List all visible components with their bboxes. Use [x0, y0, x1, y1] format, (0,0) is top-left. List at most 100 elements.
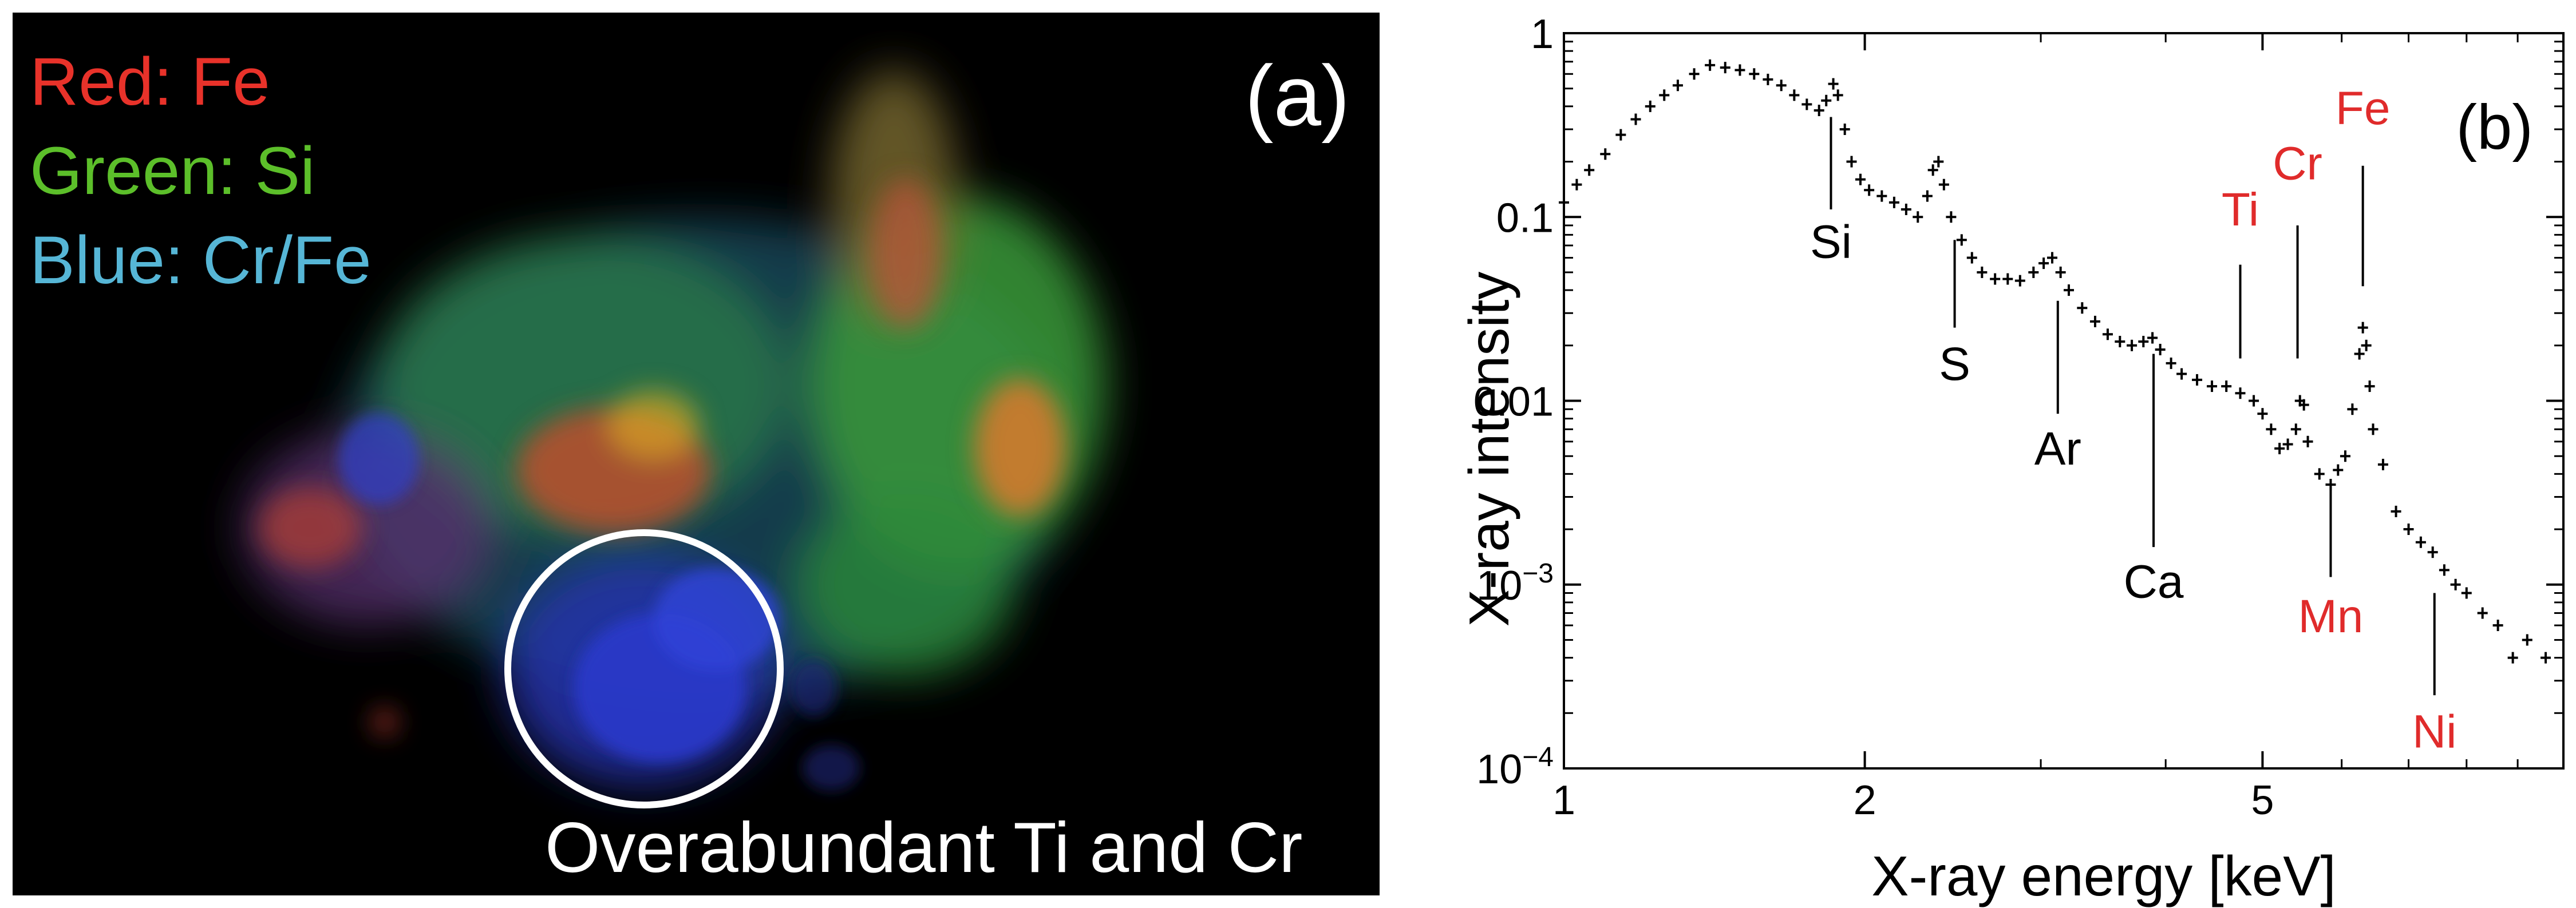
spectrum-point — [2347, 403, 2358, 415]
cr-fe-emission — [339, 413, 860, 791]
spectrum-point — [2176, 368, 2187, 380]
spectrum-point — [1876, 190, 1887, 202]
spectrum-point — [2439, 564, 2449, 576]
spectrum-point — [1776, 80, 1787, 92]
x-tick-label: 5 — [2251, 778, 2274, 823]
spectrum-point — [1645, 100, 1656, 112]
spectrum-point — [2354, 348, 2365, 360]
fe-emission — [259, 179, 1066, 735]
x-axis-title: X-ray energy [keV] — [1871, 844, 2336, 907]
spectrum-point — [1933, 156, 1944, 168]
spectrum-point — [1672, 80, 1683, 92]
spectrum-point — [2403, 524, 2414, 536]
spectrum-point — [1584, 164, 1595, 176]
line-label: Ti — [2222, 184, 2259, 236]
panel-label-a: (a) — [1244, 47, 1350, 144]
spectrum-point — [1814, 104, 1824, 116]
spectrum-point — [2055, 266, 2066, 278]
spectrum-point — [2077, 302, 2088, 314]
spectrum-point — [1763, 73, 1773, 85]
spectrum-point — [2368, 423, 2379, 435]
spectrum-point — [1922, 190, 1933, 202]
spectrum-point — [2361, 339, 2372, 351]
spectrum-point — [2541, 652, 2551, 664]
spectrum-point — [2155, 343, 2166, 355]
spectrum-point — [2266, 423, 2277, 435]
spectrum-point — [2147, 332, 2158, 344]
spectrum-point — [2314, 468, 2325, 480]
spectrum-point — [2333, 464, 2344, 476]
spectrum-chart: 1 0.1 0.01 10−3 10−4 1 2 5 Si S Ar Ca Ti Cr Fe Mn Ni (… — [1457, 11, 2565, 907]
line-label: S — [1939, 338, 1970, 390]
spectrum-point — [1630, 113, 1641, 125]
spectrum-point — [1705, 59, 1716, 71]
spectrum-point — [2221, 380, 2232, 392]
spectrum-point — [1749, 68, 1760, 80]
spectrum-point — [2415, 536, 2426, 548]
spectrum-point — [1977, 266, 1988, 278]
line-label: Mn — [2298, 590, 2363, 643]
spectrum-point — [1615, 129, 1626, 141]
spectrum-point — [1946, 211, 1957, 223]
spectrum-point — [2047, 252, 2058, 264]
plot-area-frame — [1563, 32, 2565, 770]
spectrum-point — [2290, 423, 2301, 435]
y-tick-label: 1 — [1531, 11, 1554, 57]
spectrum-point — [2249, 395, 2259, 407]
spectrum-point — [2235, 387, 2246, 399]
spectrum-point — [1913, 211, 1923, 223]
line-label: Ni — [2412, 705, 2456, 758]
spectrum-point — [2038, 257, 2049, 269]
spectrum-point — [2522, 634, 2532, 646]
spectrum-point — [2340, 450, 2350, 462]
spectrum-point — [2427, 546, 2438, 558]
legend-si: Green: Si — [30, 133, 315, 209]
legend-cr-fe: Blue: Cr/Fe — [30, 223, 372, 298]
spectrum-point — [1901, 203, 1911, 215]
xray-image-panel: Red: Fe Green: Si Blue: Cr/Fe (a) Overab… — [13, 13, 1380, 895]
spectrum-point — [1801, 98, 1812, 110]
spectrum-point — [2391, 505, 2401, 517]
line-label: Cr — [2273, 138, 2322, 190]
xray-color-image — [242, 70, 1106, 808]
spectrum-point — [2115, 335, 2125, 347]
spectrum-point — [2357, 322, 2368, 334]
y-tick-label: 0.1 — [1496, 195, 1554, 241]
spectrum-point — [1571, 179, 1582, 191]
spectrum-point — [1938, 179, 1949, 191]
spectrum-point — [1990, 273, 2001, 285]
spectrum-point — [2282, 438, 2293, 450]
spectrum-point — [1839, 123, 1850, 135]
spectrum-point — [1735, 64, 1745, 76]
line-label: Ca — [2124, 556, 2184, 608]
spectrum-point — [2274, 442, 2285, 454]
line-label: Ar — [2034, 423, 2081, 475]
spectrum-point — [1956, 234, 1967, 246]
spectrum-point — [2507, 652, 2518, 664]
spectrum-point — [1600, 148, 1611, 160]
spectrum-point — [1659, 89, 1670, 101]
overabundance-region-circle — [504, 529, 784, 808]
spectrum-point — [2377, 458, 2388, 470]
spectrum-point — [2166, 357, 2176, 369]
x-tick-label: 2 — [1854, 778, 1876, 823]
spectrum-point — [1927, 164, 1938, 176]
spectrum-point — [2257, 408, 2268, 420]
spectrum-point — [1846, 156, 1857, 168]
spectrum-point — [1720, 62, 1730, 74]
spectrum-point — [2207, 380, 2218, 392]
y-axis-title: X-ray intensity — [1457, 272, 1520, 627]
line-label: Fe — [2336, 82, 2391, 134]
region-caption: Overabundant Ti and Cr — [545, 808, 1303, 887]
spectrum-point — [1864, 184, 1875, 196]
spectrum-point — [2477, 607, 2488, 619]
spectrum-point — [2102, 328, 2113, 340]
spectrum-point — [2028, 266, 2039, 278]
spectrum-point — [2127, 339, 2138, 351]
spectrum-point — [1689, 68, 1700, 80]
spectrum-point — [2089, 315, 2100, 327]
y-tick-label: 10−3 — [1476, 558, 1554, 609]
spectrum-point — [1855, 173, 1866, 185]
spectrum-point — [1832, 89, 1843, 101]
spectrum-point — [2492, 620, 2503, 632]
